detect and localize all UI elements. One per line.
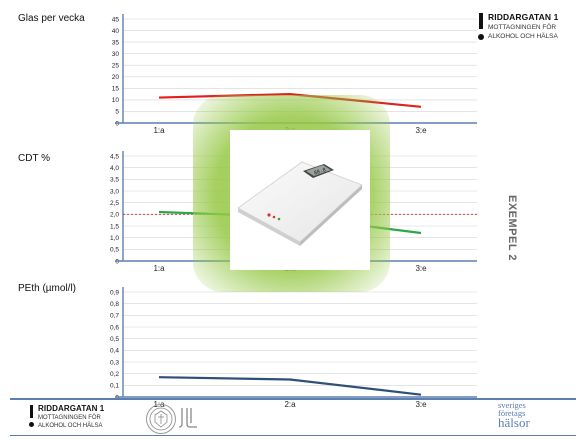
y-tick-label: 0,1 xyxy=(110,383,119,390)
y-tick-label: 0,5 xyxy=(110,336,119,343)
x-tick-label: 1:a xyxy=(153,264,165,273)
y-tick-label: 1,5 xyxy=(110,223,119,230)
logo-bar-icon xyxy=(479,13,483,29)
riddargatan-logo: RIDDARGATAN 1 MOTTAGNINGEN FÖR ALKOHOL O… xyxy=(476,12,587,52)
x-tick-label: 3:e xyxy=(415,400,427,409)
footer-divider-bottom xyxy=(10,435,576,436)
sfh-line1: sveriges xyxy=(498,400,526,410)
x-tick-label: 2:a xyxy=(284,400,296,409)
series-line xyxy=(158,376,422,396)
footer-logo-dot-icon xyxy=(29,422,34,427)
footer: RIDDARGATAN 1 MOTTAGNINGEN FÖR ALKOHOL O… xyxy=(0,398,587,440)
y-tick-label: 0 xyxy=(115,258,119,265)
sveriges-foretagshalsor-logo: sveriges företags hälsor xyxy=(498,401,530,429)
logo-line2: ALKOHOL OCH HÄLSA xyxy=(488,33,558,40)
y-tick-label: 2,5 xyxy=(110,200,119,207)
svg-text:88.8: 88.8 xyxy=(313,167,326,176)
y-tick-label: 10 xyxy=(112,97,120,104)
footer-logo-title: RIDDARGATAN 1 xyxy=(38,404,105,413)
y-tick-label: 3,5 xyxy=(110,177,119,184)
sfh-line2: företags xyxy=(498,408,526,418)
y-tick-label: 1,0 xyxy=(110,235,119,242)
y-tick-label: 0,3 xyxy=(110,359,119,366)
panel-label-glas: Glas per vecka xyxy=(18,13,85,24)
y-tick-label: 0,2 xyxy=(110,371,119,378)
y-tick-label: 0 xyxy=(115,394,119,401)
y-tick-label: 30 xyxy=(112,51,120,58)
y-tick-label: 45 xyxy=(112,16,120,23)
y-tick-label: 0,4 xyxy=(110,348,119,355)
y-tick-label: 0,8 xyxy=(110,301,119,308)
sfh-line3: hälsor xyxy=(498,415,530,430)
y-tick-label: 35 xyxy=(112,39,120,46)
footer-divider xyxy=(10,398,576,400)
y-tick-label: 5 xyxy=(115,109,119,116)
y-tick-label: 40 xyxy=(112,28,120,35)
y-tick-label: 25 xyxy=(112,63,120,70)
footer-logo-line2: ALKOHOL OCH HÄLSA xyxy=(38,423,103,429)
logo-line1: MOTTAGNINGEN FÖR xyxy=(488,24,557,31)
example-label: EXEMPEL 2 xyxy=(506,195,518,262)
logo-dot-icon xyxy=(478,34,484,40)
scale-image-frame: 88.8 xyxy=(230,130,370,270)
footer-riddargatan-logo: RIDDARGATAN 1 MOTTAGNINGEN FÖR ALKOHOL O… xyxy=(26,404,116,436)
y-tick-label: 0,7 xyxy=(110,313,119,320)
x-tick-label: 3:e xyxy=(415,264,427,273)
footer-logo-bar-icon xyxy=(30,405,33,418)
y-tick-label: 3,0 xyxy=(110,188,119,195)
y-tick-label: 15 xyxy=(112,86,120,93)
x-tick-label: 1:a xyxy=(153,126,165,135)
institute-logo-icon xyxy=(177,406,199,430)
y-tick-label: 20 xyxy=(112,74,120,81)
crest-emblem-icon xyxy=(146,404,176,434)
y-tick-label: 4,0 xyxy=(110,165,119,172)
footer-logo-line1: MOTTAGNINGEN FÖR xyxy=(38,415,101,421)
panel-label-peth: PEth (µmol/l) xyxy=(18,283,76,294)
y-tick-label: 0,9 xyxy=(110,289,119,296)
logo-title: RIDDARGATAN 1 xyxy=(488,12,559,22)
y-tick-label: 4,5 xyxy=(110,153,119,160)
y-tick-label: 0,6 xyxy=(110,324,119,331)
panel-label-cdt: CDT % xyxy=(18,153,51,164)
y-tick-label: 0,5 xyxy=(110,247,119,254)
y-tick-label: 2,0 xyxy=(110,212,119,219)
y-tick-label: 0 xyxy=(115,120,119,127)
bathroom-scale-icon: 88.8 xyxy=(237,161,363,246)
x-tick-label: 3:e xyxy=(415,126,427,135)
